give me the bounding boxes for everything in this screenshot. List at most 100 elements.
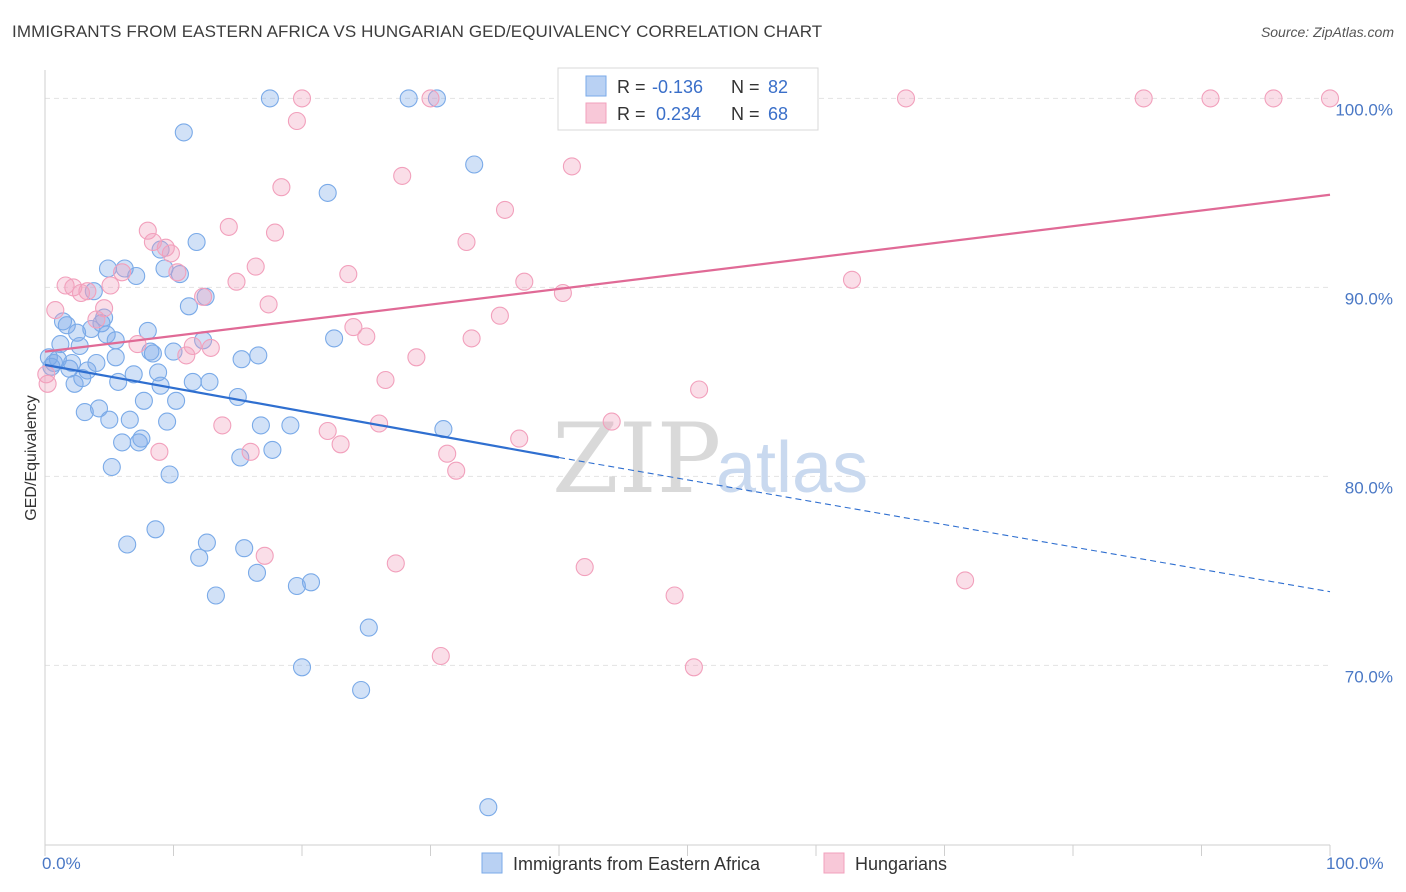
point-series1-4 <box>71 283 91 303</box>
point-series0-74 <box>352 680 371 700</box>
point-series1-27 <box>259 295 278 314</box>
point-series0-59 <box>232 350 251 369</box>
point-series1-36 <box>357 327 376 346</box>
point-series1-53 <box>562 157 581 176</box>
point-series0-29 <box>118 535 137 554</box>
point-series1-42 <box>421 89 440 108</box>
trend-line-extension-series0 <box>558 456 1331 593</box>
point-series0-52 <box>190 548 209 567</box>
point-series0-60 <box>235 539 254 558</box>
point-series1-40 <box>393 166 412 185</box>
point-series1-43 <box>431 646 450 666</box>
point-series0-35 <box>134 391 153 410</box>
point-series0-49 <box>179 297 198 316</box>
legend-r-value-2: 0.234 <box>656 104 701 124</box>
point-series0-69 <box>260 89 279 108</box>
series-legend-swatch-hungarians <box>823 852 845 874</box>
point-series0-70 <box>318 183 337 202</box>
watermark-atlas: atlas <box>716 428 868 508</box>
point-series1-63 <box>1134 89 1153 108</box>
series-legend-label-eastern-africa: Immigrants from Eastern Africa <box>513 854 761 874</box>
point-series1-48 <box>490 306 509 325</box>
y-axis-label: GED/Equivalency <box>23 395 40 520</box>
point-series0-72 <box>325 329 344 348</box>
point-series0-66 <box>287 576 306 596</box>
point-series0-63 <box>251 416 270 435</box>
point-series0-61 <box>247 563 267 582</box>
series-legend-swatch-eastern-africa <box>481 852 503 874</box>
point-series1-41 <box>407 348 426 367</box>
point-series1-28 <box>265 223 285 242</box>
point-series1-8 <box>101 276 120 295</box>
point-series0-10 <box>68 323 87 342</box>
point-series1-39 <box>386 554 405 573</box>
y-tick-label-1: 80.0% <box>1345 478 1393 497</box>
point-series1-50 <box>510 429 529 448</box>
point-series0-27 <box>113 433 132 452</box>
point-series1-5 <box>78 282 97 301</box>
point-series1-58 <box>684 658 703 677</box>
series-legend: Immigrants from Eastern Africa Hungarian… <box>481 852 947 874</box>
point-series1-18 <box>183 336 202 356</box>
y-tick-labels: 70.0% 80.0% 90.0% 100.0% <box>1335 100 1393 686</box>
point-series1-25 <box>246 257 265 276</box>
point-series0-30 <box>120 410 139 429</box>
point-series1-33 <box>331 435 350 454</box>
point-series0-81 <box>106 331 125 350</box>
point-series1-46 <box>457 232 476 252</box>
legend-r-label-1: R = <box>617 77 646 97</box>
point-series0-13 <box>75 403 94 422</box>
point-series0-56 <box>206 586 225 605</box>
point-series1-51 <box>515 272 534 291</box>
x-ticks <box>44 845 1331 856</box>
legend-n-label-2: N = <box>731 104 760 124</box>
point-series0-25 <box>106 348 125 367</box>
trend-line-series0 <box>44 363 560 459</box>
point-series1-57 <box>665 586 684 605</box>
point-series1-60 <box>842 270 862 289</box>
point-series0-77 <box>479 798 498 817</box>
point-series1-31 <box>292 89 312 108</box>
legend-n-value-1: 82 <box>768 77 788 97</box>
point-series0-34 <box>132 429 151 448</box>
point-series0-50 <box>183 372 202 391</box>
legend-r-label-2: R = <box>617 104 646 124</box>
point-series1-14 <box>156 238 175 257</box>
point-series1-19 <box>194 287 213 306</box>
point-series1-2 <box>56 276 75 295</box>
stats-legend: R = -0.136 N = 82 R = 0.234 N = 68 <box>557 67 819 131</box>
point-series0-18 <box>89 399 109 418</box>
point-series1-13 <box>150 442 169 461</box>
point-series1-15 <box>161 244 180 263</box>
x-tick-label-min: 0.0% <box>42 854 81 873</box>
point-series1-9 <box>113 263 132 282</box>
point-series0-17 <box>87 353 106 373</box>
legend-swatch-blue <box>585 75 607 97</box>
point-series0-24 <box>102 457 121 477</box>
legend-n-value-2: 68 <box>768 104 788 124</box>
y-tick-label-2: 90.0% <box>1345 289 1393 308</box>
point-series0-62 <box>249 346 268 365</box>
point-series0-39 <box>146 520 165 539</box>
point-series0-76 <box>465 155 484 174</box>
point-series1-17 <box>177 346 196 365</box>
trend-lines <box>44 193 1331 593</box>
point-series0-38 <box>143 344 162 363</box>
point-series1-24 <box>241 442 260 461</box>
x-tick-label-max: 100.0% <box>1326 854 1384 873</box>
point-series1-54 <box>575 558 594 577</box>
point-series0-75 <box>427 89 446 108</box>
point-series1-32 <box>318 421 337 441</box>
point-series0-46 <box>167 391 186 410</box>
point-series1-66 <box>1320 89 1340 108</box>
point-series1-45 <box>447 461 466 480</box>
point-series0-58 <box>231 448 250 467</box>
point-series0-47 <box>170 265 189 284</box>
gridlines <box>45 97 1330 666</box>
point-series1-67 <box>37 365 56 384</box>
point-series1-11 <box>138 221 157 240</box>
point-series0-43 <box>158 412 177 431</box>
point-series0-48 <box>174 123 193 142</box>
point-series0-23 <box>100 410 119 429</box>
